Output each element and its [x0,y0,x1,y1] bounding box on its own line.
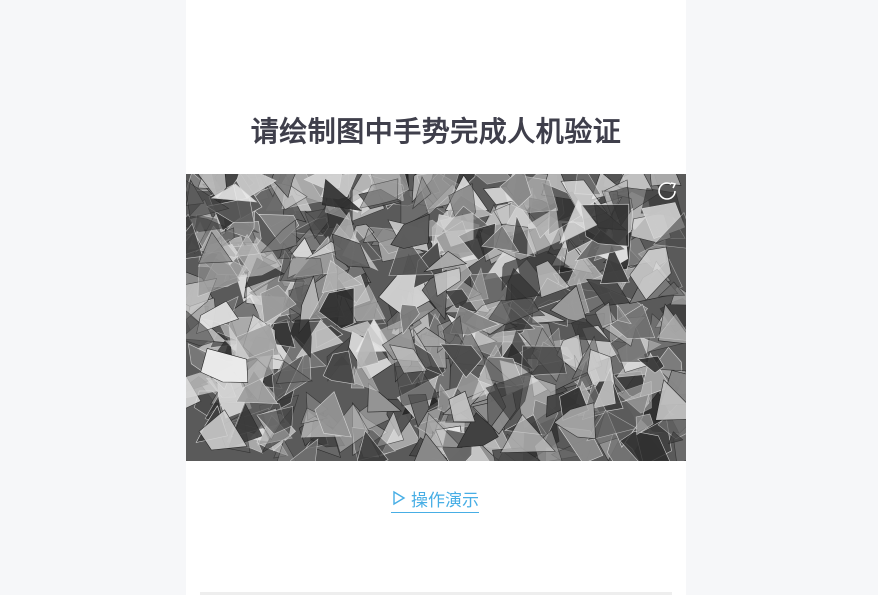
noise-shard [322,350,356,385]
noise-shard [571,317,611,343]
noise-shard [527,207,561,256]
noise-shard [466,267,489,303]
noise-shard [505,268,541,302]
noise-shard [433,267,462,297]
captcha-noise-image[interactable] [186,174,686,461]
noise-shard [331,233,370,268]
noise-shard [609,303,656,340]
noise-shard [439,343,483,378]
noise-shard [260,219,298,254]
noise-shard [499,174,532,208]
noise-shard [357,430,389,461]
noise-shard [448,390,476,423]
noise-shard [363,227,379,243]
noise-shard [276,439,297,461]
noise-shard [200,348,249,383]
noise-shard [234,234,260,257]
noise-shard [236,174,277,199]
noise-shard [198,409,248,451]
noise-shard [657,281,686,297]
demo-link[interactable]: 操作演示 [391,484,479,513]
captcha-image-canvas[interactable] [186,174,686,461]
noise-shard [617,380,652,414]
noise-shard [655,379,686,421]
noise-shard [321,178,363,212]
captcha-instruction-title: 请绘制图中手势完成人机验证 [250,115,622,148]
noise-shard [488,297,540,326]
noise-shard [439,212,474,247]
noise-shard [653,212,686,249]
noise-shard [586,409,638,442]
noise-shard [186,310,215,347]
noise-shard [414,433,449,461]
noise-shard [271,174,296,199]
noise-shard [635,413,654,436]
noise-shard [499,413,556,454]
noise-shard [565,251,605,288]
noise-shard [279,256,324,282]
noise-shard [586,279,631,307]
noise-shard [198,231,233,264]
noise-shard [456,412,499,448]
noise-shard [399,304,420,335]
noise-shard [412,327,456,348]
noise-shard [375,410,405,448]
noise-shard [186,215,229,232]
noise-shard [592,367,616,409]
noise-shard [600,243,630,285]
play-triangle-icon [393,490,406,506]
noise-shard [449,305,500,336]
noise-shard [485,371,533,421]
noise-shard [314,391,352,438]
noise-shard [256,406,294,435]
noise-shard [520,345,567,378]
noise-shard [205,377,237,398]
noise-shard [390,213,430,249]
noise-shard [389,344,428,374]
noise-shard [535,260,571,298]
panel-bottom-divider [200,592,672,595]
noise-shard [186,180,230,219]
noise-shard [186,222,204,259]
noise-shard [668,431,684,445]
noise-shard [275,360,314,384]
noise-shard [237,237,282,279]
noise-shard [474,174,513,185]
noise-shard [559,199,598,244]
noise-shard [210,183,258,203]
noise-shard [260,284,297,325]
noise-shard [416,174,459,215]
noise-shard [290,438,319,461]
noise-shard [617,304,632,325]
noise-shard [553,402,596,440]
noise-shard [423,250,468,273]
noise-shard [656,313,686,341]
noise-shard [637,355,665,374]
noise-shard [289,319,312,359]
noise-shard [629,246,672,301]
demo-link-label: 操作演示 [411,490,479,511]
noise-shard [196,300,239,335]
noise-shard [394,366,440,407]
noise-shard [422,412,463,449]
noise-shard [356,327,380,369]
noise-shard [549,285,588,324]
noise-shard [619,430,670,461]
noise-shard [594,301,613,330]
noise-shard [412,176,432,210]
noise-shard [321,259,363,293]
captcha-panel: 请绘制图中手势完成人机验证 操作演示 [186,0,686,595]
noise-shard [318,287,355,330]
noise-shard [481,225,520,253]
refresh-icon[interactable] [656,180,678,202]
noise-shard [359,178,399,209]
